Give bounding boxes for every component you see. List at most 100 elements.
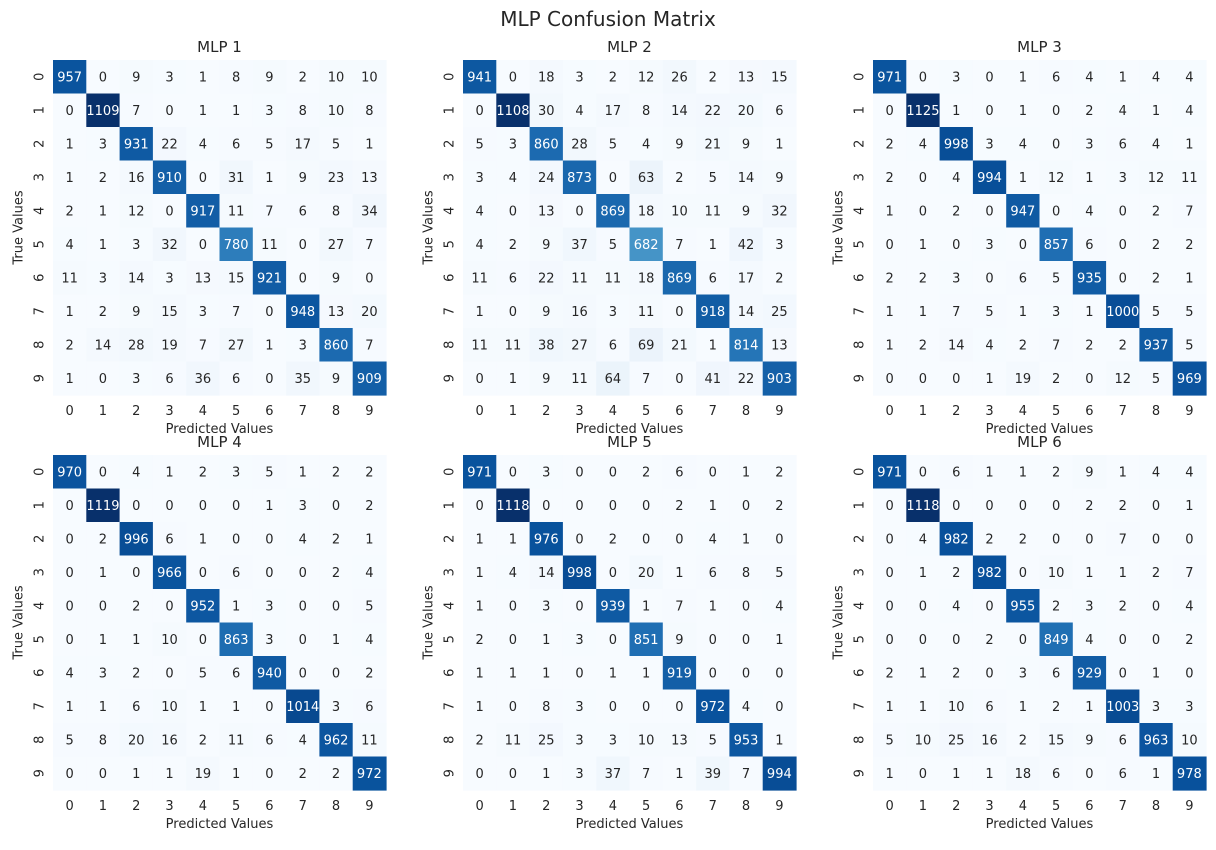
cell-value-label: 1 [1185,499,1193,514]
cell-value-label: 947 [1010,204,1035,219]
cell-value-label: 18 [1015,767,1032,782]
cell-value-label: 3 [509,137,517,152]
x-axis-label: Predicted Values [166,817,274,832]
y-tick-label: 0 [443,73,458,81]
cell-value-label: 0 [919,372,927,387]
heatmap-cell [319,328,354,363]
cell-value-label: 0 [886,499,894,514]
heatmap-cell [152,756,187,791]
heatmap-cell [1106,756,1140,791]
cell-value-label: 0 [886,566,894,581]
x-tick-label: 8 [332,404,340,419]
heatmap-cell [762,656,797,691]
cell-value-label: 1 [509,372,517,387]
cell-value-label: 0 [476,767,484,782]
cell-value-label: 1 [99,633,107,648]
cell-value-label: 2 [332,532,340,547]
cell-value-label: 0 [332,499,340,514]
cell-value-label: 28 [571,137,588,152]
heatmap-cell [562,723,597,758]
cell-value-label: 2 [365,499,373,514]
heatmap-cell [662,656,697,691]
cell-value-label: 7 [365,238,373,253]
cell-value-label: 1 [542,666,550,681]
x-tick-label: 8 [1152,404,1160,419]
heatmap-cell [562,160,597,195]
cell-value-label: 15 [161,305,178,320]
heatmap-cell [906,93,941,128]
cell-value-label: 36 [195,372,212,387]
heatmap-cell [596,361,631,396]
cell-value-label: 2 [199,465,207,480]
heatmap-cell [463,60,497,95]
heatmap-cell [939,127,974,162]
heatmap-cell [529,93,564,128]
heatmap-cell [496,127,531,162]
heatmap-cell [86,60,121,95]
heatmap-cell [662,194,697,229]
cell-value-label: 18 [638,271,655,286]
cell-value-label: 0 [1085,532,1093,547]
heatmap-cell [762,723,797,758]
heatmap-cell [1172,522,1207,557]
cell-value-label: 1 [1185,137,1193,152]
heatmap-cell [1172,127,1207,162]
cell-value-label: 7 [742,767,750,782]
heatmap-cell [53,127,87,162]
cell-value-label: 0 [299,599,307,614]
heatmap-cell [286,194,320,229]
x-tick-label: 9 [775,404,783,419]
y-tick-label: 9 [443,769,458,777]
panel-title: MLP 5 [607,433,652,451]
heatmap-cell [662,555,697,590]
y-tick-label: 4 [33,207,48,215]
heatmap-cell [729,127,764,162]
cell-value-label: 26 [671,70,688,85]
heatmap-cell [86,127,121,162]
cell-value-label: 919 [667,666,692,681]
cell-value-label: 12 [1114,372,1131,387]
cell-value-label: 2 [1019,733,1027,748]
cell-value-label: 0 [1185,532,1193,547]
cell-value-label: 2 [775,271,783,286]
cell-value-label: 1 [476,666,484,681]
heatmap-cell [219,756,254,791]
heatmap-cell [596,261,631,296]
heatmap-cell [252,455,287,490]
cell-value-label: 1 [99,700,107,715]
heatmap-cell [1039,227,1074,262]
cell-value-label: 32 [771,204,788,219]
heatmap-cell [873,555,907,590]
x-tick-label: 2 [132,799,140,814]
y-axis-label: True Values [422,190,437,265]
cell-value-label: 1 [1085,566,1093,581]
cell-value-label: 1118 [906,499,939,514]
heatmap-cell [1072,328,1107,363]
cell-value-label: 3 [99,666,107,681]
heatmap-cell [1139,194,1174,229]
heatmap-cell [1172,622,1207,657]
heatmap-cell [286,160,320,195]
heatmap-cell [252,522,287,557]
heatmap-cell [496,622,531,657]
heatmap-cell [219,656,254,691]
cell-value-label: 978 [1177,767,1202,782]
cell-value-label: 851 [634,633,659,648]
cell-value-label: 0 [709,465,717,480]
heatmap-cell [252,756,287,791]
heatmap-cell [1106,455,1140,490]
heatmap-cell [562,455,597,490]
cell-value-label: 18 [538,70,555,85]
cell-value-label: 2 [1019,338,1027,353]
heatmap-cell [86,294,121,329]
heatmap-cell [496,488,531,523]
heatmap-cell [286,555,320,590]
cell-value-label: 1 [199,532,207,547]
cell-value-label: 2 [919,338,927,353]
heatmap-cell [972,756,1007,791]
heatmap-cell [729,227,764,262]
cell-value-label: 917 [190,204,215,219]
heatmap-cell [906,194,941,229]
heatmap-cell [1039,723,1074,758]
